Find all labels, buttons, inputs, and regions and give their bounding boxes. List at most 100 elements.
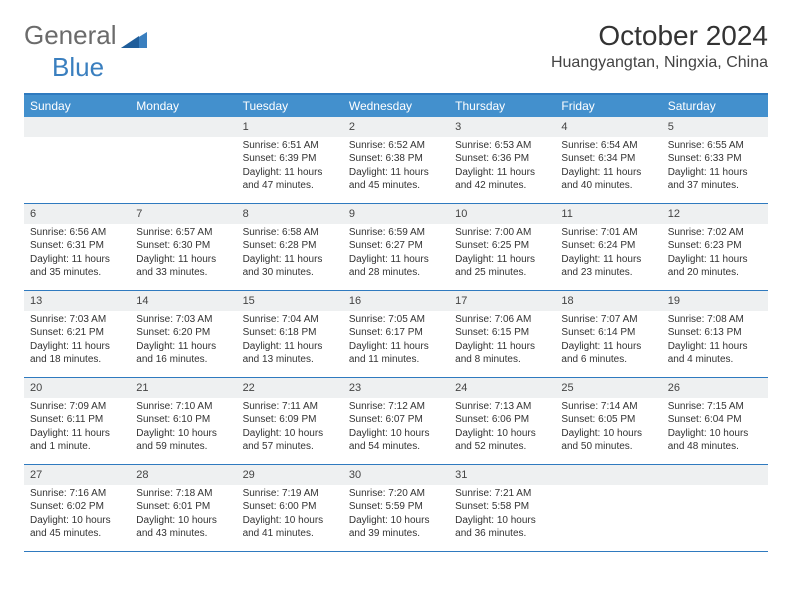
- daylight-text: Daylight: 10 hours and 36 minutes.: [455, 514, 549, 541]
- sunset-text: Sunset: 6:36 PM: [455, 152, 549, 166]
- sunrise-text: Sunrise: 7:04 AM: [243, 313, 337, 327]
- daylight-text: Daylight: 11 hours and 13 minutes.: [243, 340, 337, 367]
- day-number: 9: [343, 204, 449, 224]
- calendar-grid: Sunday Monday Tuesday Wednesday Thursday…: [24, 93, 768, 552]
- day-cell: [555, 465, 661, 551]
- day-cell: 19Sunrise: 7:08 AMSunset: 6:13 PMDayligh…: [662, 291, 768, 377]
- day-cell: 29Sunrise: 7:19 AMSunset: 6:00 PMDayligh…: [237, 465, 343, 551]
- sunset-text: Sunset: 6:28 PM: [243, 239, 337, 253]
- daylight-text: Daylight: 11 hours and 6 minutes.: [561, 340, 655, 367]
- day-body: Sunrise: 7:12 AMSunset: 6:07 PMDaylight:…: [343, 398, 449, 460]
- day-number: 25: [555, 378, 661, 398]
- sunrise-text: Sunrise: 7:08 AM: [668, 313, 762, 327]
- day-body: Sunrise: 7:02 AMSunset: 6:23 PMDaylight:…: [662, 224, 768, 286]
- sunrise-text: Sunrise: 7:11 AM: [243, 400, 337, 414]
- day-body: Sunrise: 7:13 AMSunset: 6:06 PMDaylight:…: [449, 398, 555, 460]
- daylight-text: Daylight: 11 hours and 18 minutes.: [30, 340, 124, 367]
- sunrise-text: Sunrise: 7:06 AM: [455, 313, 549, 327]
- day-header-sunday: Sunday: [24, 95, 130, 117]
- day-body: Sunrise: 7:16 AMSunset: 6:02 PMDaylight:…: [24, 485, 130, 547]
- day-number: 15: [237, 291, 343, 311]
- day-number: 11: [555, 204, 661, 224]
- day-body: Sunrise: 6:58 AMSunset: 6:28 PMDaylight:…: [237, 224, 343, 286]
- daylight-text: Daylight: 10 hours and 52 minutes.: [455, 427, 549, 454]
- day-number: 21: [130, 378, 236, 398]
- sunrise-text: Sunrise: 6:52 AM: [349, 139, 443, 153]
- daylight-text: Daylight: 11 hours and 42 minutes.: [455, 166, 549, 193]
- day-cell: 18Sunrise: 7:07 AMSunset: 6:14 PMDayligh…: [555, 291, 661, 377]
- day-cell: [130, 117, 236, 203]
- day-body: [130, 137, 236, 145]
- sunrise-text: Sunrise: 7:09 AM: [30, 400, 124, 414]
- daylight-text: Daylight: 10 hours and 48 minutes.: [668, 427, 762, 454]
- day-header-thursday: Thursday: [449, 95, 555, 117]
- day-cell: 21Sunrise: 7:10 AMSunset: 6:10 PMDayligh…: [130, 378, 236, 464]
- sunrise-text: Sunrise: 7:10 AM: [136, 400, 230, 414]
- day-cell: 9Sunrise: 6:59 AMSunset: 6:27 PMDaylight…: [343, 204, 449, 290]
- day-body: [555, 485, 661, 493]
- day-body: Sunrise: 6:52 AMSunset: 6:38 PMDaylight:…: [343, 137, 449, 199]
- sunset-text: Sunset: 6:02 PM: [30, 500, 124, 514]
- day-body: Sunrise: 7:05 AMSunset: 6:17 PMDaylight:…: [343, 311, 449, 373]
- brand-text-blue: Blue: [52, 52, 104, 82]
- day-body: Sunrise: 7:18 AMSunset: 6:01 PMDaylight:…: [130, 485, 236, 547]
- day-number: 24: [449, 378, 555, 398]
- day-number: 26: [662, 378, 768, 398]
- day-number: 30: [343, 465, 449, 485]
- daylight-text: Daylight: 11 hours and 40 minutes.: [561, 166, 655, 193]
- day-number: 27: [24, 465, 130, 485]
- day-number: 7: [130, 204, 236, 224]
- day-number: 17: [449, 291, 555, 311]
- day-cell: 17Sunrise: 7:06 AMSunset: 6:15 PMDayligh…: [449, 291, 555, 377]
- day-number: 1: [237, 117, 343, 137]
- daylight-text: Daylight: 11 hours and 16 minutes.: [136, 340, 230, 367]
- day-body: Sunrise: 6:54 AMSunset: 6:34 PMDaylight:…: [555, 137, 661, 199]
- sunset-text: Sunset: 6:27 PM: [349, 239, 443, 253]
- daylight-text: Daylight: 10 hours and 45 minutes.: [30, 514, 124, 541]
- sunrise-text: Sunrise: 7:03 AM: [30, 313, 124, 327]
- day-number: 10: [449, 204, 555, 224]
- day-number: 6: [24, 204, 130, 224]
- sunset-text: Sunset: 6:18 PM: [243, 326, 337, 340]
- sunrise-text: Sunrise: 6:56 AM: [30, 226, 124, 240]
- day-cell: 25Sunrise: 7:14 AMSunset: 6:05 PMDayligh…: [555, 378, 661, 464]
- sunset-text: Sunset: 6:34 PM: [561, 152, 655, 166]
- sunrise-text: Sunrise: 7:02 AM: [668, 226, 762, 240]
- sunset-text: Sunset: 6:10 PM: [136, 413, 230, 427]
- sunrise-text: Sunrise: 7:21 AM: [455, 487, 549, 501]
- day-cell: 4Sunrise: 6:54 AMSunset: 6:34 PMDaylight…: [555, 117, 661, 203]
- daylight-text: Daylight: 11 hours and 8 minutes.: [455, 340, 549, 367]
- day-number: [662, 465, 768, 485]
- title-block: October 2024 Huangyangtan, Ningxia, Chin…: [551, 20, 768, 72]
- day-body: Sunrise: 7:00 AMSunset: 6:25 PMDaylight:…: [449, 224, 555, 286]
- sunrise-text: Sunrise: 7:13 AM: [455, 400, 549, 414]
- day-cell: [24, 117, 130, 203]
- sunrise-text: Sunrise: 7:00 AM: [455, 226, 549, 240]
- sunrise-text: Sunrise: 6:54 AM: [561, 139, 655, 153]
- sunrise-text: Sunrise: 7:14 AM: [561, 400, 655, 414]
- day-body: Sunrise: 6:57 AMSunset: 6:30 PMDaylight:…: [130, 224, 236, 286]
- day-cell: 13Sunrise: 7:03 AMSunset: 6:21 PMDayligh…: [24, 291, 130, 377]
- day-body: Sunrise: 7:07 AMSunset: 6:14 PMDaylight:…: [555, 311, 661, 373]
- day-cell: 26Sunrise: 7:15 AMSunset: 6:04 PMDayligh…: [662, 378, 768, 464]
- day-cell: 30Sunrise: 7:20 AMSunset: 5:59 PMDayligh…: [343, 465, 449, 551]
- day-number: 4: [555, 117, 661, 137]
- day-cell: 7Sunrise: 6:57 AMSunset: 6:30 PMDaylight…: [130, 204, 236, 290]
- calendar-page: General October 2024 Huangyangtan, Ningx…: [0, 0, 792, 572]
- sunrise-text: Sunrise: 7:18 AM: [136, 487, 230, 501]
- day-cell: 6Sunrise: 6:56 AMSunset: 6:31 PMDaylight…: [24, 204, 130, 290]
- day-body: Sunrise: 7:04 AMSunset: 6:18 PMDaylight:…: [237, 311, 343, 373]
- sunset-text: Sunset: 6:13 PM: [668, 326, 762, 340]
- sunrise-text: Sunrise: 6:53 AM: [455, 139, 549, 153]
- daylight-text: Daylight: 11 hours and 11 minutes.: [349, 340, 443, 367]
- day-body: Sunrise: 6:55 AMSunset: 6:33 PMDaylight:…: [662, 137, 768, 199]
- day-cell: [662, 465, 768, 551]
- day-number: 12: [662, 204, 768, 224]
- day-body: Sunrise: 7:09 AMSunset: 6:11 PMDaylight:…: [24, 398, 130, 460]
- day-body: Sunrise: 6:56 AMSunset: 6:31 PMDaylight:…: [24, 224, 130, 286]
- day-cell: 2Sunrise: 6:52 AMSunset: 6:38 PMDaylight…: [343, 117, 449, 203]
- day-cell: 10Sunrise: 7:00 AMSunset: 6:25 PMDayligh…: [449, 204, 555, 290]
- day-header-saturday: Saturday: [662, 95, 768, 117]
- day-number: 8: [237, 204, 343, 224]
- location-text: Huangyangtan, Ningxia, China: [551, 54, 768, 72]
